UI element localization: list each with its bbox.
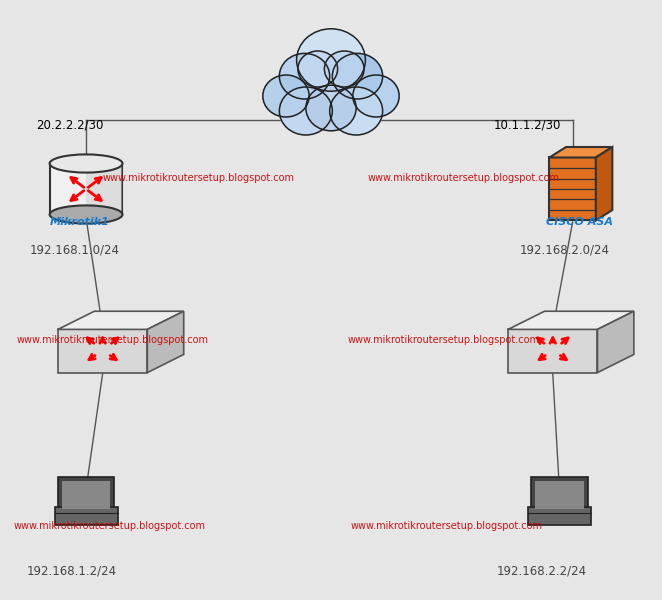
Circle shape — [330, 87, 383, 135]
Text: 192.168.1.0/24: 192.168.1.0/24 — [30, 243, 120, 256]
Circle shape — [297, 29, 365, 91]
Circle shape — [324, 51, 364, 87]
Text: Mikrotik1: Mikrotik1 — [50, 217, 109, 227]
Circle shape — [306, 85, 356, 131]
Polygon shape — [597, 311, 634, 373]
Bar — [86, 163, 122, 214]
Circle shape — [279, 53, 330, 99]
Bar — [531, 477, 587, 513]
Circle shape — [324, 51, 364, 87]
Circle shape — [263, 75, 309, 117]
Text: 20.2.2.2/30: 20.2.2.2/30 — [36, 119, 104, 132]
Bar — [549, 157, 596, 220]
Text: www.mikrotikroutersetup.blogspot.com: www.mikrotikroutersetup.blogspot.com — [348, 335, 540, 345]
Circle shape — [298, 51, 338, 87]
Polygon shape — [147, 311, 183, 373]
Bar — [58, 477, 114, 513]
Text: www.mikrotikroutersetup.blogspot.com: www.mikrotikroutersetup.blogspot.com — [351, 521, 543, 531]
Bar — [528, 507, 591, 525]
Circle shape — [279, 87, 332, 135]
Circle shape — [298, 51, 338, 87]
Text: 192.168.1.2/24: 192.168.1.2/24 — [26, 565, 117, 578]
Text: 192.168.2.2/24: 192.168.2.2/24 — [496, 565, 587, 578]
Circle shape — [297, 29, 365, 91]
Bar — [54, 507, 117, 525]
Text: www.mikrotikroutersetup.blogspot.com: www.mikrotikroutersetup.blogspot.com — [17, 335, 209, 345]
Polygon shape — [508, 311, 634, 329]
Bar — [535, 481, 583, 509]
Bar — [508, 329, 597, 373]
Bar — [62, 481, 110, 509]
Text: 192.168.2.0/24: 192.168.2.0/24 — [520, 243, 610, 256]
Text: CISCO ASA: CISCO ASA — [546, 217, 613, 227]
Circle shape — [279, 53, 330, 99]
Text: www.mikrotikroutersetup.blogspot.com: www.mikrotikroutersetup.blogspot.com — [103, 173, 295, 182]
Circle shape — [332, 53, 383, 99]
Polygon shape — [58, 311, 183, 329]
Circle shape — [263, 75, 309, 117]
Text: www.mikrotikroutersetup.blogspot.com: www.mikrotikroutersetup.blogspot.com — [367, 173, 559, 182]
Text: 10.1.1.2/30: 10.1.1.2/30 — [493, 119, 561, 132]
Bar — [50, 163, 122, 214]
Circle shape — [330, 87, 383, 135]
Circle shape — [353, 75, 399, 117]
Circle shape — [332, 53, 383, 99]
Ellipse shape — [50, 154, 122, 173]
Circle shape — [353, 75, 399, 117]
Polygon shape — [596, 147, 612, 220]
Polygon shape — [549, 147, 612, 157]
Circle shape — [306, 85, 356, 131]
Bar — [58, 329, 147, 373]
Circle shape — [279, 87, 332, 135]
Ellipse shape — [50, 205, 122, 224]
Text: www.mikrotikroutersetup.blogspot.com: www.mikrotikroutersetup.blogspot.com — [13, 521, 205, 531]
